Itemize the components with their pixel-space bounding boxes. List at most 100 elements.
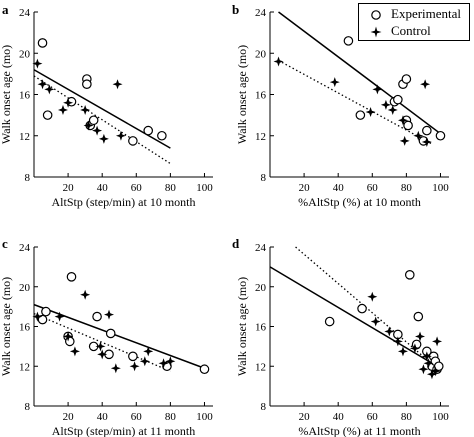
- data-point-control: [143, 346, 154, 357]
- y-tick-label: 12: [19, 361, 30, 373]
- data-point-control: [95, 341, 106, 352]
- fit-line-control: [33, 312, 171, 372]
- data-point-control: [32, 311, 43, 322]
- data-point-experimental: [105, 328, 116, 339]
- y-tick-label: 16: [255, 90, 267, 102]
- data-point-experimental: [157, 130, 167, 141]
- data-point-control: [370, 316, 381, 327]
- data-point-control: [421, 351, 432, 362]
- data-point-experimental: [41, 306, 51, 317]
- data-point-experimental: [37, 38, 48, 48]
- data-point-experimental: [403, 120, 413, 131]
- data-point-control: [37, 79, 48, 90]
- data-point-control: [384, 326, 395, 337]
- data-point-control: [139, 356, 150, 367]
- y-tick-label: 20: [255, 48, 267, 60]
- data-point-experimental: [66, 272, 77, 282]
- data-point-experimental: [357, 303, 367, 314]
- data-point-control: [423, 358, 434, 369]
- data-point-experimental: [393, 94, 403, 105]
- legend-label-control: Control: [391, 23, 431, 38]
- x-tick-label: 100: [432, 411, 449, 423]
- data-point-control: [165, 356, 176, 367]
- y-tick-label: 8: [25, 172, 31, 184]
- data-point-control: [380, 99, 391, 110]
- y-tick-label: 24: [19, 7, 31, 19]
- fit-line-experimental: [278, 11, 441, 135]
- y-tick-label: 12: [19, 131, 30, 143]
- panel-letter: b: [232, 2, 239, 17]
- data-point-control: [92, 125, 103, 136]
- data-point-experimental: [92, 311, 102, 322]
- data-point-experimental: [82, 79, 92, 89]
- data-point-control: [98, 133, 109, 144]
- data-point-control: [430, 366, 441, 377]
- x-axis-label: %AltStp (%) at 10 month: [298, 195, 421, 209]
- data-point-experimental: [42, 110, 53, 120]
- y-tick-label: 24: [255, 242, 267, 254]
- data-point-control: [63, 97, 74, 108]
- y-tick-label: 20: [19, 48, 31, 60]
- x-tick-label: 40: [333, 182, 345, 194]
- data-point-experimental: [128, 136, 138, 146]
- data-point-control: [397, 346, 408, 357]
- y-tick-label: 16: [19, 322, 31, 334]
- y-tick-label: 20: [255, 282, 267, 294]
- y-tick-label: 12: [255, 131, 266, 143]
- data-point-control: [80, 104, 91, 115]
- data-point-control: [372, 84, 383, 95]
- data-point-control: [413, 130, 424, 141]
- x-tick-label: 100: [196, 411, 213, 423]
- data-point-control: [418, 364, 429, 375]
- fit-line-experimental: [33, 69, 171, 149]
- data-point-experimental: [404, 270, 415, 280]
- data-point-experimental: [401, 74, 412, 84]
- y-tick-label: 8: [261, 401, 267, 413]
- panel-letter: d: [232, 236, 240, 251]
- data-point-experimental: [324, 316, 335, 327]
- data-point-control: [367, 291, 378, 302]
- x-tick-label: 60: [131, 411, 143, 423]
- legend-box: Experimental Control: [358, 3, 470, 41]
- y-tick-label: 16: [19, 90, 31, 102]
- fit-line-experimental: [33, 303, 205, 369]
- data-point-control: [426, 369, 437, 380]
- x-tick-label: 100: [432, 182, 449, 194]
- data-point-control: [129, 361, 140, 372]
- legend-label-experimental: Experimental: [391, 6, 462, 21]
- data-point-control: [409, 343, 420, 354]
- data-point-experimental: [413, 311, 424, 322]
- data-point-experimental: [422, 125, 432, 136]
- data-point-experimental: [143, 125, 154, 136]
- x-tick-label: 20: [299, 182, 311, 194]
- data-point-control: [421, 136, 432, 147]
- fit-line-control: [278, 59, 433, 145]
- data-point-control: [158, 358, 169, 369]
- data-point-control: [399, 135, 410, 146]
- x-tick-label: 20: [63, 411, 75, 423]
- y-tick-label: 8: [261, 172, 267, 184]
- fit-line-control: [295, 246, 441, 372]
- x-tick-label: 20: [299, 411, 311, 423]
- data-point-control: [115, 130, 126, 141]
- data-point-experimental: [128, 351, 138, 362]
- panel-d: d 8 12 16 20 24 20 40 60 80 100 %AltStp (%) at 11 m…: [232, 236, 449, 437]
- legend-item-control: Control: [367, 23, 431, 39]
- fit-line-experimental: [269, 266, 441, 369]
- data-point-control: [110, 363, 121, 374]
- data-point-experimental: [199, 364, 210, 375]
- x-tick-label: 100: [196, 182, 213, 194]
- data-point-control: [420, 79, 431, 90]
- x-tick-label: 60: [367, 411, 379, 423]
- data-point-control: [69, 346, 80, 357]
- data-point-experimental: [88, 115, 99, 126]
- panel-letter: c: [2, 236, 8, 251]
- data-point-control: [54, 311, 65, 322]
- x-tick-label: 80: [165, 182, 177, 194]
- x-tick-label: 80: [165, 411, 177, 423]
- x-tick-label: 80: [401, 182, 413, 194]
- data-point-control: [273, 56, 284, 67]
- data-point-control: [387, 104, 398, 115]
- x-axis-label: %AltStp (%) at 11 month: [298, 424, 420, 437]
